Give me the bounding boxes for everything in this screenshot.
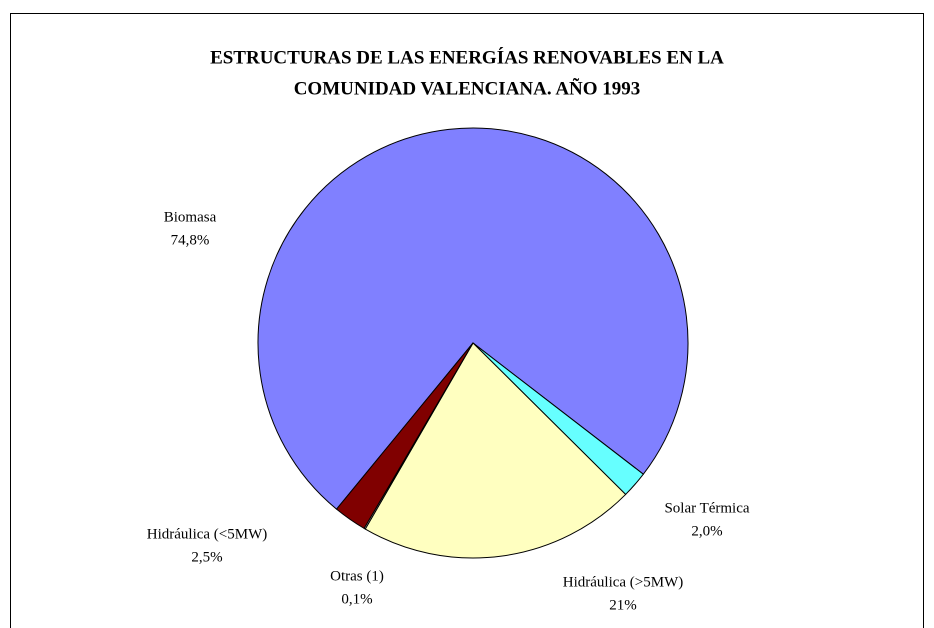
slice-value-label: 2,5% — [191, 549, 222, 565]
slice-value-label: 74,8% — [171, 232, 210, 248]
slice-value-label: 2,0% — [691, 523, 722, 539]
pie-slice — [335, 342, 474, 530]
chart-title: COMUNIDAD VALENCIANA. AÑO 1993 — [294, 77, 641, 99]
slice-value-label: 0,1% — [341, 591, 372, 607]
pie-slice — [364, 342, 627, 559]
slice-label: Solar Térmica — [664, 500, 749, 516]
slice-value-label: 21% — [609, 597, 637, 613]
chart-title: ESTRUCTURAS DE LAS ENERGÍAS RENOVABLES E… — [210, 46, 724, 68]
pie-slice — [257, 127, 689, 510]
slice-label: Hidráulica (>5MW) — [563, 574, 684, 590]
slice-label: Hidráulica (<5MW) — [147, 526, 268, 542]
slice-label: Biomasa — [164, 209, 217, 225]
slice-label: Otras (1) — [330, 568, 384, 584]
